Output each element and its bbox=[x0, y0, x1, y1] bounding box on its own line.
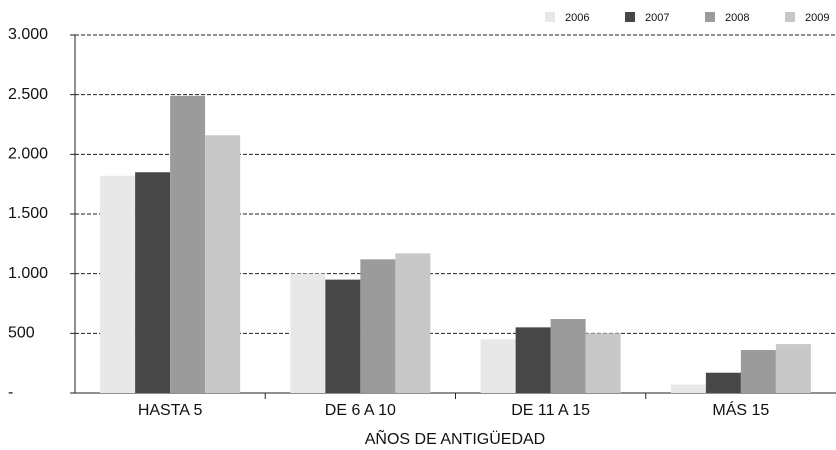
legend-label: 2007 bbox=[645, 12, 669, 24]
y-tick-label: 1.500 bbox=[8, 205, 48, 222]
y-tick-label: 2.500 bbox=[8, 86, 48, 103]
bar bbox=[670, 384, 706, 393]
x-tick-label: HASTA 5 bbox=[138, 402, 203, 419]
bar bbox=[775, 344, 811, 393]
legend-swatch bbox=[705, 12, 715, 22]
x-tick-label: MÁS 15 bbox=[712, 400, 769, 419]
bar bbox=[705, 372, 741, 393]
bar bbox=[205, 135, 241, 394]
legend-label: 2006 bbox=[565, 12, 589, 24]
bar bbox=[290, 273, 326, 393]
bar bbox=[325, 279, 361, 393]
y-tick-label: 500 bbox=[8, 325, 35, 342]
bar bbox=[395, 253, 431, 393]
y-tick-label: 1.000 bbox=[8, 265, 48, 282]
x-tick-label: DE 11 A 15 bbox=[511, 402, 590, 419]
bar bbox=[100, 175, 136, 393]
y-tick-label: - bbox=[8, 384, 13, 401]
y-tick-label: 2.000 bbox=[8, 146, 48, 163]
bar bbox=[740, 350, 776, 393]
legend-label: 2009 bbox=[805, 12, 829, 24]
x-axis-label: AÑOS DE ANTIGÜEDAD bbox=[365, 428, 545, 448]
y-tick-label: 3.000 bbox=[8, 26, 48, 43]
x-tick-label: DE 6 A 10 bbox=[325, 402, 396, 419]
bar bbox=[515, 327, 551, 393]
bar bbox=[170, 95, 206, 394]
legend-swatch bbox=[545, 12, 555, 22]
legend-label: 2008 bbox=[725, 12, 749, 24]
bar bbox=[550, 319, 586, 393]
bar bbox=[585, 333, 621, 393]
legend-swatch bbox=[625, 12, 635, 22]
legend-swatch bbox=[785, 12, 795, 22]
bar bbox=[360, 259, 396, 393]
bar bbox=[480, 339, 516, 393]
bar bbox=[135, 172, 171, 393]
